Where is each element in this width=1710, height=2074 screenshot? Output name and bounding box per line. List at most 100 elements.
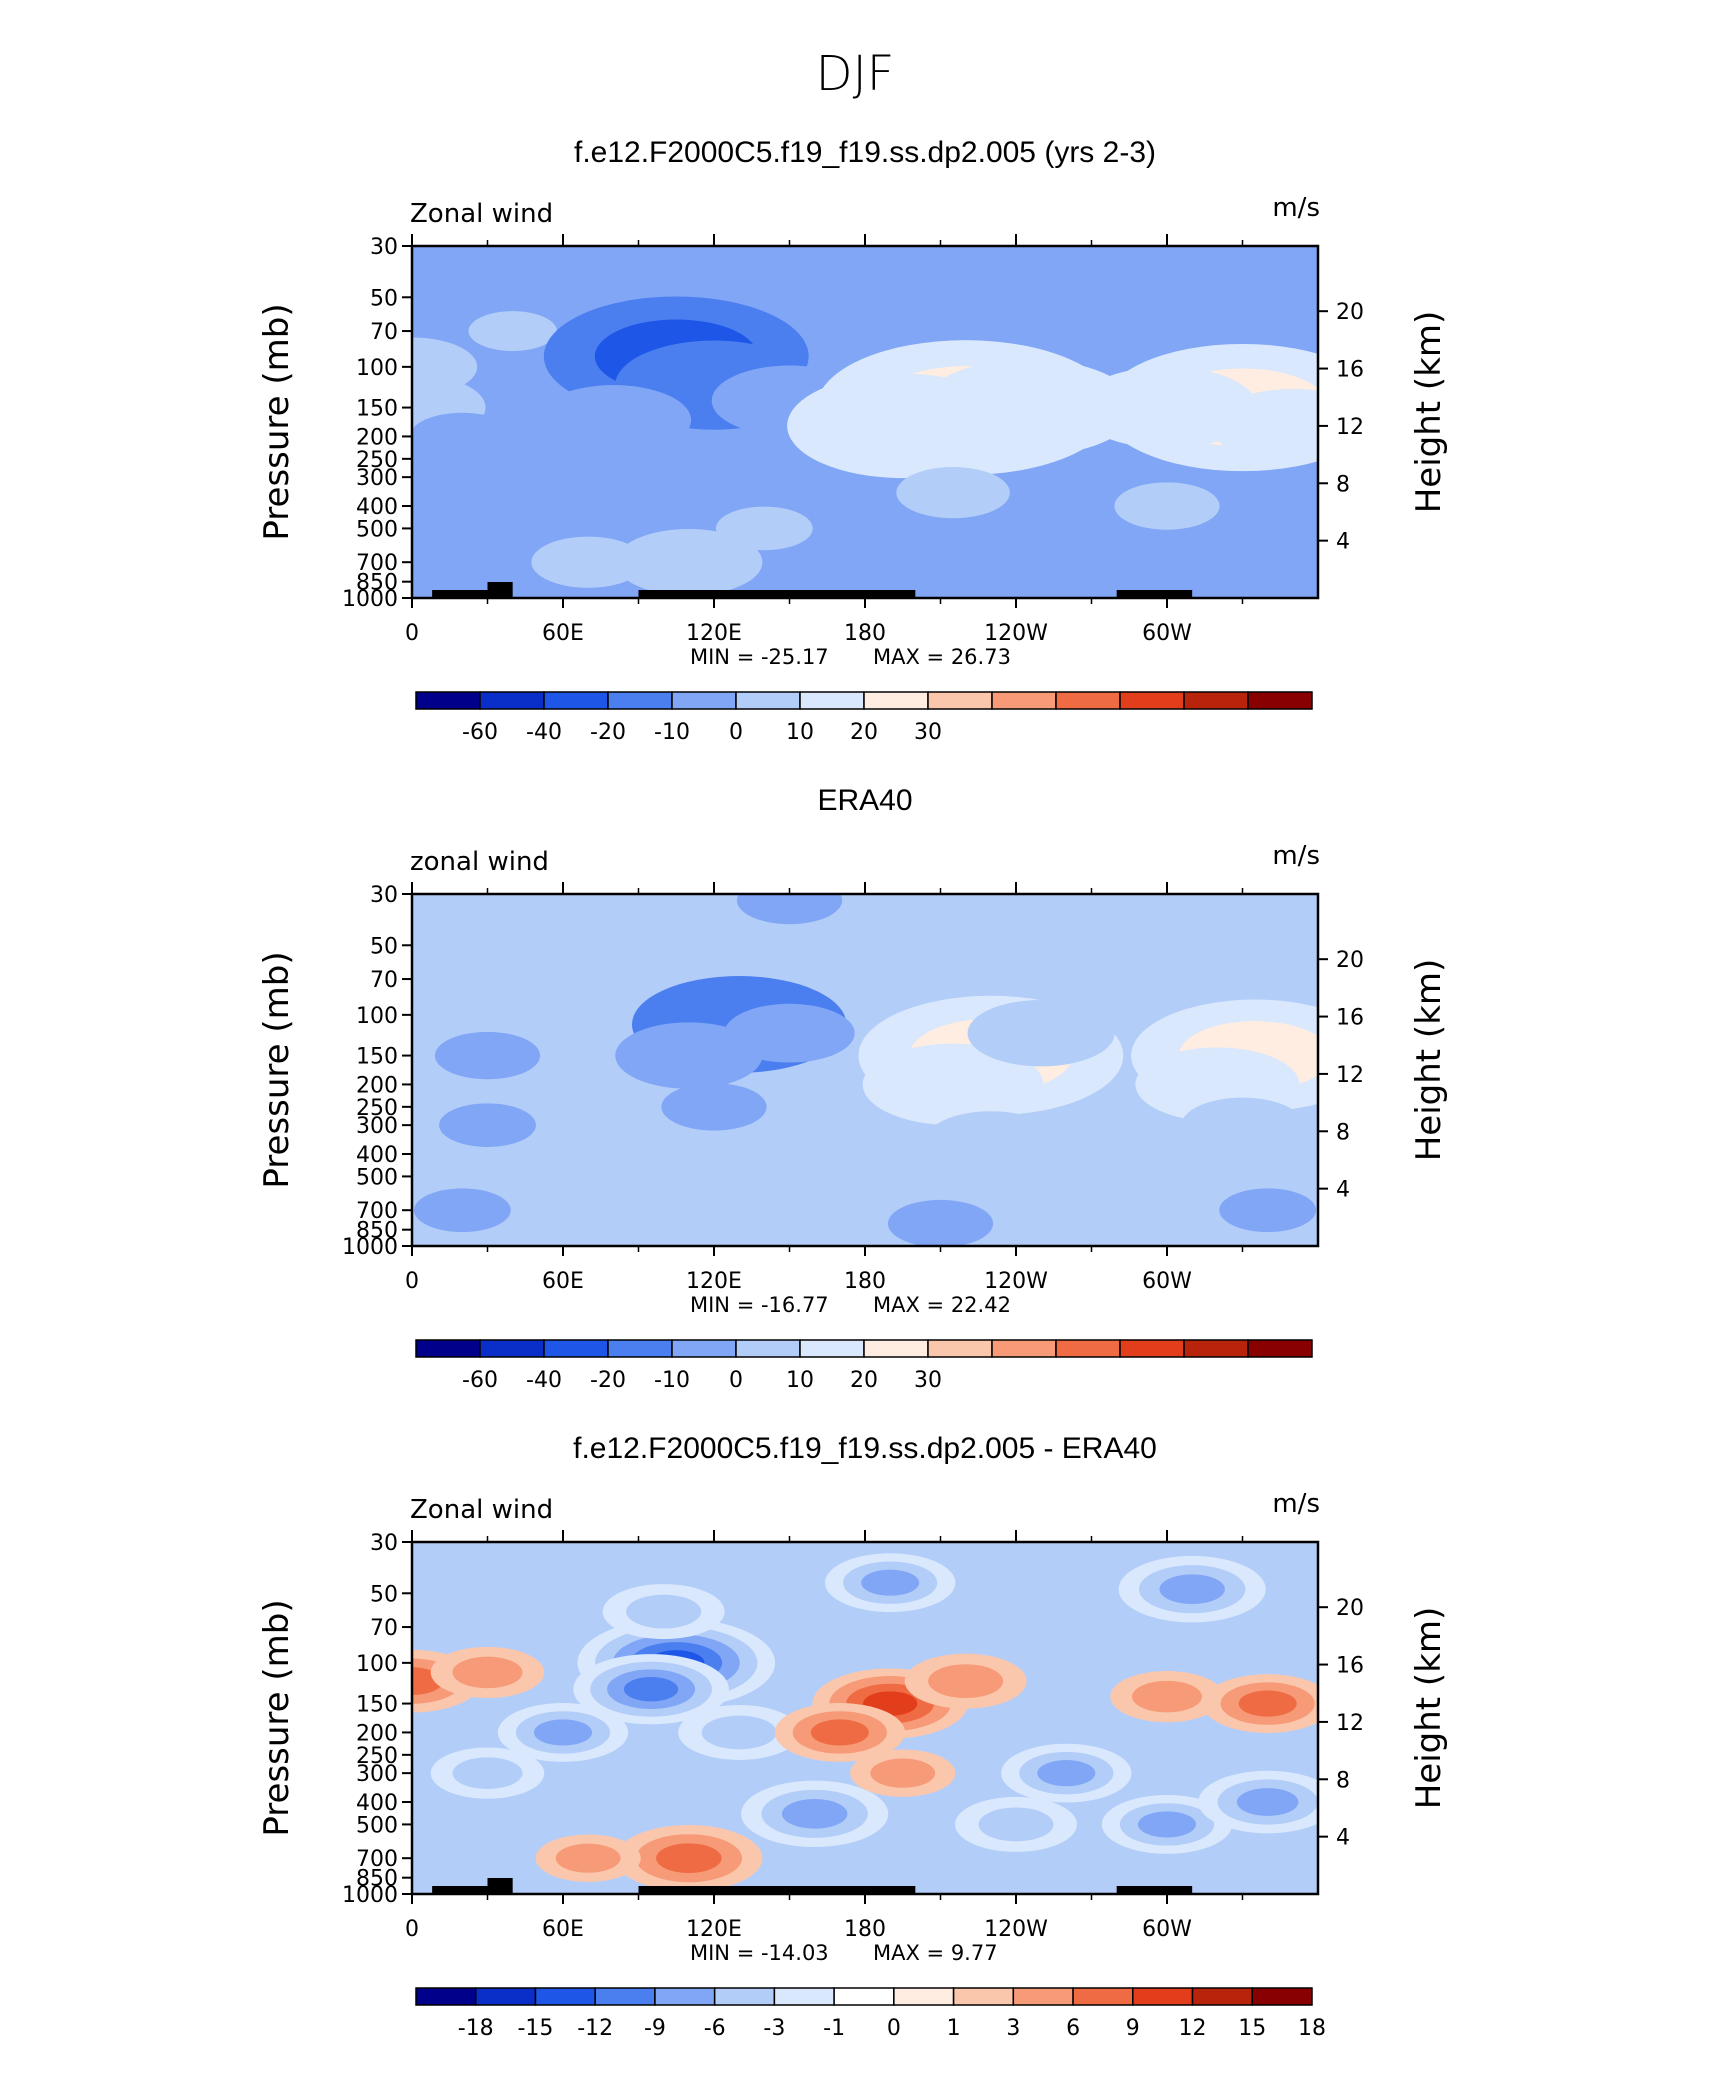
colorbar-label: 15	[1238, 2016, 1266, 2041]
x-tick-label: 0	[405, 621, 419, 646]
x-tick-label: 60W	[1142, 1917, 1192, 1942]
y-tick-label: 1000	[342, 1883, 398, 1908]
colorbar-label: -40	[526, 1368, 562, 1393]
colorbar-label: 20	[850, 1368, 878, 1393]
x-tick-label: 180	[844, 621, 886, 646]
contour-region	[1037, 1760, 1096, 1787]
colorbar-swatch	[474, 1987, 537, 2006]
y-tick-label: 1000	[342, 587, 398, 612]
x-tick-label: 120E	[686, 1917, 742, 1942]
y2-tick-label: 16	[1336, 1006, 1364, 1031]
contour-region	[781, 1799, 848, 1829]
y2-tick-label: 8	[1336, 1120, 1350, 1145]
y-tick-label: 200	[356, 425, 398, 450]
x-tick-label: 60E	[542, 1917, 584, 1942]
variable-label: Zonal wind	[410, 199, 553, 229]
y-tick-label: 70	[370, 1616, 398, 1641]
contour-region	[452, 1656, 523, 1689]
colorbar-swatch	[415, 1339, 481, 1358]
contour-region	[626, 1594, 702, 1629]
colorbar-swatch	[735, 1339, 801, 1358]
figure-title: DJF	[816, 46, 895, 102]
colorbar-swatch	[543, 1339, 609, 1358]
y-tick-label: 300	[356, 466, 398, 491]
variable-label: Zonal wind	[410, 1495, 553, 1525]
contour-region	[862, 1043, 1044, 1126]
terrain-block	[432, 590, 496, 598]
y2-tick-label: 4	[1336, 1178, 1350, 1203]
y2-axis-label: Height (km)	[1409, 959, 1449, 1162]
contour-region	[896, 467, 1010, 519]
colorbar-swatch	[893, 1987, 955, 2006]
colorbar-label: 12	[1179, 2016, 1207, 2041]
colorbar-swatch	[1183, 1339, 1249, 1358]
colorbar-label: -6	[704, 2016, 726, 2041]
colorbar-label: -20	[590, 720, 626, 745]
colorbar-label: -15	[517, 2016, 553, 2041]
x-tick-label: 120E	[686, 1269, 742, 1294]
contour-region	[724, 1003, 855, 1063]
terrain-block	[1116, 590, 1193, 598]
y-tick-label: 100	[356, 356, 398, 381]
terrain-mask	[432, 582, 1193, 598]
colorbar-swatch	[479, 691, 545, 710]
y2-tick-label: 4	[1336, 530, 1350, 555]
contour-region	[1114, 482, 1220, 530]
y-tick-label: 850	[356, 1867, 398, 1892]
colorbar-swatch	[671, 691, 737, 710]
contour-region	[1138, 1811, 1196, 1838]
y-tick-label: 200	[356, 1721, 398, 1746]
colorbar-swatch	[1055, 691, 1121, 710]
y-tick-label: 70	[370, 968, 398, 993]
min-label: MIN = -25.17	[690, 645, 829, 669]
contour-region	[866, 554, 1015, 598]
y-tick-label: 850	[356, 571, 398, 596]
panel-title: f.e12.F2000C5.f19_f19.ss.dp2.005 - ERA40	[573, 1432, 1157, 1465]
y-tick-label: 50	[370, 934, 398, 959]
y-tick-label: 400	[356, 1791, 398, 1816]
colorbar: -60 -40 -20 -10 0 10 20 30	[415, 1339, 1313, 1393]
colorbar-label: 1	[947, 2016, 961, 2041]
y-tick-label: 700	[356, 1199, 398, 1224]
colorbar-swatch	[713, 1987, 776, 2006]
colorbar-swatch	[991, 1339, 1057, 1358]
terrain-mask	[432, 1878, 1193, 1894]
y-tick-label: 250	[356, 1744, 398, 1769]
y2-tick-label: 12	[1336, 415, 1364, 440]
min-label: MIN = -16.77	[690, 1293, 829, 1317]
contour-region	[413, 1188, 511, 1232]
x-tick-label: 60E	[542, 621, 584, 646]
max-label: MAX = 22.42	[873, 1293, 1011, 1317]
y2-axis-label: Height (km)	[1409, 311, 1449, 514]
contour-region	[615, 528, 763, 596]
colorbar-swatch	[1247, 1339, 1313, 1358]
colorbar-label: 9	[1126, 2016, 1140, 2041]
x-axis-ticks: 0 60E 120E 180 120W 60W	[405, 234, 1244, 646]
contour-region	[1194, 559, 1291, 598]
y-tick-label: 30	[370, 1531, 398, 1556]
contour-region	[653, 1182, 775, 1238]
contour-region	[701, 1715, 777, 1750]
colorbar-label: -10	[654, 720, 690, 745]
y2-tick-label: 20	[1336, 300, 1364, 325]
y2-axis-ticks: 20 16 12 8 4	[1318, 948, 1364, 1203]
y-tick-label: 500	[356, 1165, 398, 1190]
colorbar-swatch	[927, 691, 993, 710]
colorbar-swatch	[415, 691, 481, 710]
variable-label: zonal wind	[410, 847, 549, 877]
colorbar-swatch	[671, 1339, 737, 1358]
contour-region	[434, 1031, 541, 1080]
y-tick-label: 150	[356, 1045, 398, 1070]
y-tick-label: 250	[356, 448, 398, 473]
min-label: MIN = -14.03	[690, 1941, 829, 1965]
colorbar-label: 30	[914, 1368, 942, 1393]
x-tick-label: 60W	[1142, 621, 1192, 646]
colorbar-swatch	[927, 1339, 993, 1358]
y-tick-label: 500	[356, 517, 398, 542]
colorbar-swatch	[1012, 1987, 1074, 2006]
colorbar-label: -20	[590, 1368, 626, 1393]
x-tick-label: 180	[844, 1917, 886, 1942]
